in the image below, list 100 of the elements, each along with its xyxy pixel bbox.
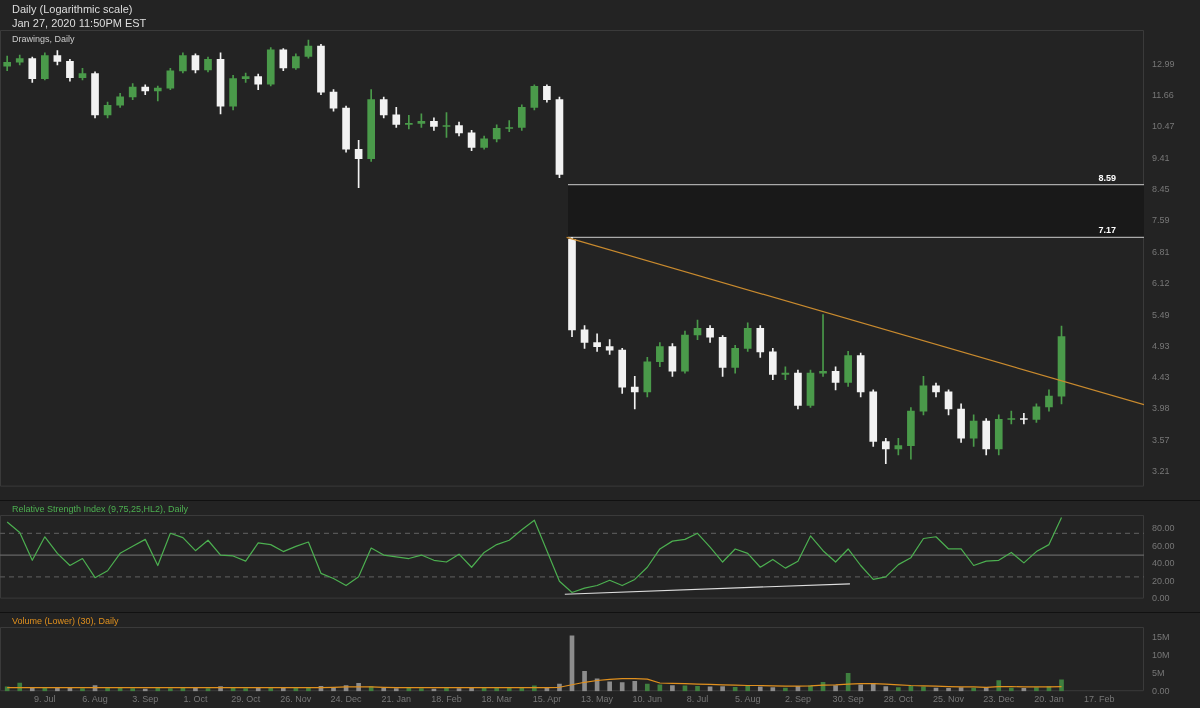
candlestick [153, 85, 162, 102]
bar [55, 688, 60, 692]
bar [896, 687, 901, 692]
chart-subtitle: Jan 27, 2020 11:50PM EST [12, 17, 147, 29]
bar [833, 685, 838, 692]
x-tick-label: 25. Nov [933, 694, 965, 705]
bar [971, 687, 976, 692]
y-tick-label: 6.12 [1152, 278, 1170, 289]
x-tick-label: 1. Oct [183, 694, 208, 705]
bar [155, 688, 161, 692]
x-tick-label: 15. Apr [532, 694, 562, 705]
bar [607, 681, 612, 692]
y-tick-label: 15M [1152, 632, 1170, 643]
x-tick-label: 13. May [581, 694, 614, 705]
bar [619, 682, 625, 692]
x-tick-label: 29. Oct [231, 694, 261, 705]
bar [1008, 687, 1014, 692]
bar [80, 688, 85, 692]
bar [858, 684, 864, 692]
bar [469, 687, 474, 692]
bar [130, 688, 136, 692]
bar [193, 688, 198, 692]
y-tick-label: 4.43 [1152, 372, 1170, 383]
y-tick-label: 3.57 [1152, 435, 1170, 446]
y-tick-label: 3.98 [1152, 403, 1170, 414]
bar [255, 688, 261, 692]
bar [657, 684, 663, 692]
bar [720, 686, 725, 692]
bar [1059, 679, 1064, 692]
x-tick-label: 18. Mar [481, 694, 512, 705]
bar [632, 680, 638, 692]
bar [243, 688, 248, 692]
annotation: Drawings, Daily [12, 34, 75, 44]
bar [406, 688, 412, 692]
chart-title: Relative Strength Index (9,75,25,HL2), Daily [12, 504, 189, 514]
y-tick-label: 12.99 [1152, 58, 1175, 69]
bar [921, 686, 926, 692]
x-tick-label: 26. Nov [280, 694, 312, 705]
y-tick-label: 4.93 [1152, 341, 1170, 352]
x-tick-label: 2. Sep [784, 694, 811, 705]
x-tick-label: 28. Oct [883, 694, 914, 705]
bar [770, 687, 776, 692]
y-tick-label: 60.00 [1152, 540, 1175, 551]
y-tick-label: 3.21 [1152, 466, 1170, 477]
x-tick-label: 23. Dec [983, 694, 1015, 705]
y-tick-label: 11.66 [1152, 90, 1174, 101]
chart-title: Daily (Logarithmic scale) [12, 3, 133, 15]
bar [419, 688, 424, 692]
y-tick-label: 0.00 [1152, 685, 1170, 696]
y-tick-label: 5M [1152, 667, 1165, 678]
bar [105, 687, 110, 692]
candlestick [405, 114, 413, 130]
bar [280, 687, 286, 692]
y-tick-label: 20.00 [1152, 575, 1175, 586]
y-tick-label: 6.81 [1152, 246, 1170, 257]
y-tick-label: 5.49 [1152, 309, 1170, 320]
y-tick-label: 7.59 [1152, 215, 1170, 226]
chart-title: Volume (Lower) (30), Daily [12, 616, 119, 626]
y-tick-label: 9.41 [1152, 152, 1170, 163]
bar [732, 686, 738, 692]
bar [670, 685, 675, 692]
y-tick-label: 40.00 [1152, 558, 1175, 569]
x-tick-label: 30. Sep [832, 694, 864, 705]
bar [444, 688, 449, 692]
bar [506, 687, 512, 692]
x-tick-label: 5. Aug [734, 694, 761, 705]
bar [381, 687, 387, 692]
candlestick [505, 120, 514, 133]
y-tick-label: 10M [1152, 650, 1170, 661]
x-tick-label: 24. Dec [330, 694, 363, 705]
x-tick-label: 10. Jun [632, 694, 663, 705]
candlestick [1020, 413, 1028, 425]
candlestick [819, 314, 827, 377]
x-tick-label: 18. Feb [431, 694, 462, 705]
x-tick-label: 9. Jul [34, 694, 56, 705]
bar [168, 688, 173, 692]
candlestick [630, 376, 639, 410]
bar [205, 688, 211, 692]
bar [996, 680, 1002, 692]
bar [883, 686, 889, 692]
candlestick [1007, 410, 1016, 425]
x-tick-label: 6. Aug [82, 694, 108, 705]
bar [393, 688, 399, 692]
bar [42, 687, 48, 692]
x-tick-label: 8. Jul [686, 694, 709, 705]
x-tick-label: 17. Feb [1083, 694, 1115, 705]
bar [456, 688, 462, 692]
x-tick-label: 20. Jan [1034, 694, 1064, 705]
ref-line-label: 7.17 [1098, 225, 1116, 236]
y-tick-label: 0.00 [1152, 593, 1170, 604]
bar [644, 683, 650, 692]
bar [757, 686, 763, 692]
x-tick-label: 3. Sep [132, 694, 159, 705]
y-tick-label: 10.47 [1152, 121, 1175, 132]
bar [695, 685, 700, 692]
y-tick-label: 80.00 [1152, 523, 1175, 534]
bar [783, 687, 788, 692]
y-tick-label: 8.45 [1152, 183, 1170, 194]
x-tick-label: 21. Jan [381, 694, 412, 705]
bar [946, 688, 951, 692]
